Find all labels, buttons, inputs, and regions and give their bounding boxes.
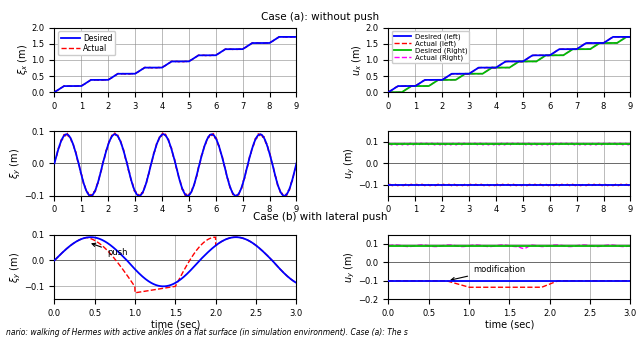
Desired (Right): [623, 35, 630, 39]
Desired: [143, 66, 151, 70]
Actual: [51, 90, 58, 94]
Actual (left): [622, 35, 630, 39]
Actual (Right): [488, 66, 495, 70]
Desired (left): [385, 90, 392, 94]
Actual: [78, 83, 86, 87]
Actual: [285, 35, 292, 39]
Desired: [292, 35, 300, 39]
Desired: [262, 41, 269, 45]
X-axis label: time (sec): time (sec): [151, 319, 200, 330]
Desired (Right): [426, 83, 434, 87]
Actual (Right): [427, 83, 435, 87]
Desired: [78, 84, 86, 88]
Text: nario: walking of Hermes with active ankles on a flat surface (in simulation env: nario: walking of Hermes with active ank…: [6, 328, 408, 337]
Actual (Right): [477, 72, 485, 76]
Actual (left): [426, 78, 434, 82]
Actual (Right): [596, 41, 604, 45]
Y-axis label: $\xi_y$ (m): $\xi_y$ (m): [9, 251, 23, 282]
Desired (Right): [385, 90, 392, 94]
Actual (left): [623, 35, 630, 39]
Actual: [262, 41, 269, 45]
Actual (left): [477, 65, 485, 69]
Y-axis label: $\xi_y$ (m): $\xi_y$ (m): [9, 148, 23, 179]
Desired (Right): [596, 41, 604, 45]
Desired (Right): [488, 66, 495, 70]
Text: Case (a): without push: Case (a): without push: [261, 12, 379, 22]
Y-axis label: $u_x$ (m): $u_x$ (m): [351, 44, 364, 76]
Desired: [288, 35, 296, 39]
Actual (left): [627, 35, 634, 39]
Actual (Right): [412, 84, 420, 88]
Desired (Right): [627, 35, 634, 39]
Actual (Right): [385, 90, 392, 94]
Line: Desired: Desired: [54, 37, 296, 92]
Desired: [93, 78, 100, 82]
Desired (left): [488, 66, 495, 70]
Y-axis label: $u_y$ (m): $u_y$ (m): [343, 251, 357, 283]
Y-axis label: $\xi_x$ (m): $\xi_x$ (m): [16, 44, 30, 75]
Text: push: push: [92, 243, 127, 257]
Line: Actual (left): Actual (left): [388, 37, 630, 92]
Desired (Right): [622, 35, 630, 40]
X-axis label: time (sec): time (sec): [484, 319, 534, 330]
Desired (Right): [477, 72, 485, 76]
Desired (left): [609, 35, 617, 39]
Actual: [292, 35, 300, 39]
Y-axis label: $u_y$ (m): $u_y$ (m): [343, 148, 357, 179]
Line: Desired (left): Desired (left): [388, 37, 630, 92]
Desired (left): [426, 78, 434, 82]
Actual: [154, 65, 161, 69]
Desired (left): [627, 35, 634, 39]
Desired (Right): [412, 84, 420, 88]
Desired (left): [412, 84, 420, 88]
Line: Desired (Right): Desired (Right): [388, 37, 630, 92]
Desired: [51, 90, 58, 94]
Desired: [154, 66, 161, 70]
Desired: [275, 35, 283, 39]
Desired (left): [596, 41, 604, 45]
Actual (left): [596, 41, 604, 45]
Actual (left): [488, 65, 495, 69]
Actual (Right): [393, 90, 401, 95]
Legend: Desired, Actual: Desired, Actual: [58, 31, 115, 55]
Desired (left): [622, 35, 630, 39]
Actual: [143, 66, 151, 70]
Actual (left): [385, 90, 392, 94]
Text: Case (b) with lateral push: Case (b) with lateral push: [253, 212, 387, 222]
Line: Actual (Right): Actual (Right): [388, 37, 630, 93]
Actual: [93, 78, 100, 82]
Line: Actual: Actual: [54, 37, 296, 92]
Actual (Right): [627, 35, 634, 39]
Actual (left): [412, 83, 420, 87]
Desired (left): [477, 66, 485, 70]
Legend: Desired (left), Actual (left), Desired (Right), Actual (Right): Desired (left), Actual (left), Desired (…: [392, 31, 470, 63]
Actual: [288, 35, 296, 39]
Actual (Right): [622, 35, 630, 39]
Text: modification: modification: [451, 265, 525, 281]
